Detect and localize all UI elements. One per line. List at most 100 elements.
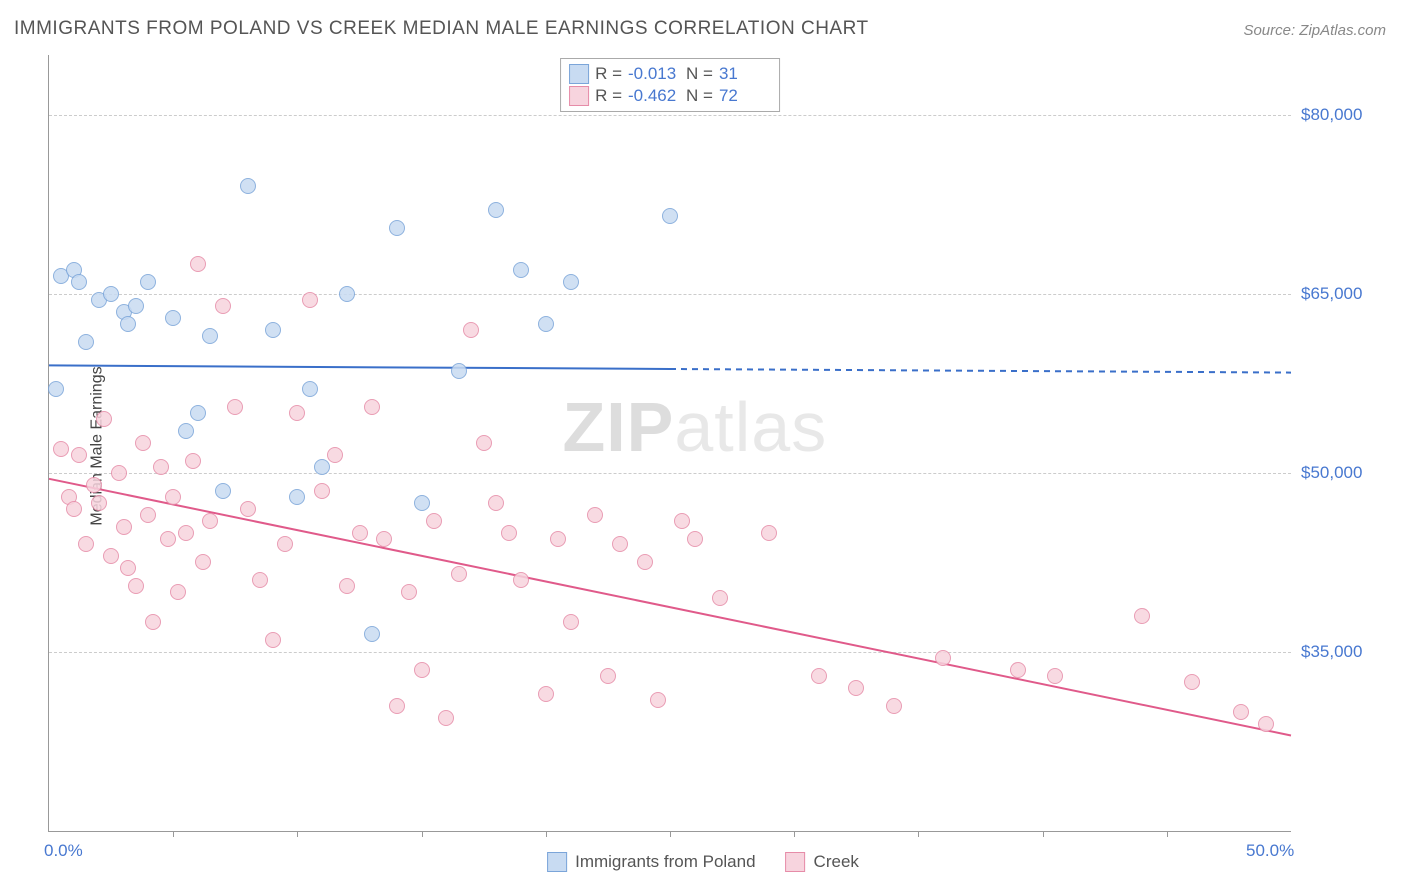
scatter-point [886,698,902,714]
scatter-point [71,274,87,290]
y-tick-label: $35,000 [1301,642,1391,662]
scatter-point [488,202,504,218]
x-minor-tick [297,831,298,837]
scatter-point [128,578,144,594]
scatter-point [153,459,169,475]
scatter-point [227,399,243,415]
scatter-points [49,55,1291,831]
legend-swatch-creek [569,86,589,106]
scatter-point [140,507,156,523]
legend-swatch-poland [569,64,589,84]
chart-title: IMMIGRANTS FROM POLAND VS CREEK MEDIAN M… [14,18,869,40]
legend-label-poland: Immigrants from Poland [575,852,755,872]
scatter-point [414,662,430,678]
scatter-point [650,692,666,708]
scatter-point [178,423,194,439]
scatter-point [389,220,405,236]
scatter-point [48,381,64,397]
chart-plot-area: ZIPatlas $35,000$50,000$65,000$80,000 0.… [48,55,1291,832]
x-minor-tick [794,831,795,837]
scatter-point [811,668,827,684]
scatter-point [145,614,161,630]
scatter-point [712,590,728,606]
scatter-point [538,316,554,332]
scatter-point [426,513,442,529]
scatter-point [71,447,87,463]
y-tick-label: $50,000 [1301,463,1391,483]
scatter-point [451,566,467,582]
x-minor-tick [918,831,919,837]
scatter-point [195,554,211,570]
x-minor-tick [1043,831,1044,837]
scatter-point [364,626,380,642]
x-minor-tick [422,831,423,837]
scatter-point [488,495,504,511]
scatter-point [587,507,603,523]
scatter-point [116,519,132,535]
scatter-point [612,536,628,552]
scatter-point [438,710,454,726]
legend-stats-row-2: R = -0.462 N = 72 [569,85,771,107]
x-minor-tick [670,831,671,837]
scatter-point [314,483,330,499]
scatter-point [302,381,318,397]
scatter-point [165,310,181,326]
scatter-point [501,525,517,541]
scatter-point [240,501,256,517]
scatter-point [252,572,268,588]
scatter-point [935,650,951,666]
scatter-point [277,536,293,552]
scatter-point [140,274,156,290]
scatter-point [1047,668,1063,684]
scatter-point [103,286,119,302]
scatter-point [120,560,136,576]
x-minor-tick [1167,831,1168,837]
source-attribution: Source: ZipAtlas.com [1243,22,1386,39]
scatter-point [120,316,136,332]
scatter-point [53,441,69,457]
scatter-point [265,322,281,338]
scatter-point [662,208,678,224]
scatter-point [91,495,107,511]
scatter-point [848,680,864,696]
scatter-point [66,501,82,517]
scatter-point [103,548,119,564]
scatter-point [389,698,405,714]
bottom-legend: Immigrants from Poland Creek [547,852,859,872]
scatter-point [538,686,554,702]
scatter-point [202,328,218,344]
scatter-point [674,513,690,529]
scatter-point [339,578,355,594]
legend-item-creek: Creek [786,852,859,872]
scatter-point [550,531,566,547]
scatter-point [178,525,194,541]
scatter-point [240,178,256,194]
scatter-point [289,489,305,505]
x-minor-tick [546,831,547,837]
scatter-point [1010,662,1026,678]
scatter-point [401,584,417,600]
scatter-point [190,405,206,421]
scatter-point [563,614,579,630]
scatter-point [202,513,218,529]
scatter-point [1258,716,1274,732]
scatter-point [160,531,176,547]
legend-item-poland: Immigrants from Poland [547,852,755,872]
scatter-point [128,298,144,314]
scatter-point [111,465,127,481]
legend-label-creek: Creek [814,852,859,872]
scatter-point [165,489,181,505]
scatter-point [289,405,305,421]
scatter-point [513,262,529,278]
scatter-point [215,298,231,314]
scatter-point [637,554,653,570]
scatter-point [451,363,467,379]
legend-stats-row-1: R = -0.013 N = 31 [569,63,771,85]
scatter-point [215,483,231,499]
scatter-point [414,495,430,511]
scatter-point [1233,704,1249,720]
scatter-point [78,334,94,350]
legend-stats-box: R = -0.013 N = 31 R = -0.462 N = 72 [560,58,780,112]
scatter-point [761,525,777,541]
y-tick-label: $80,000 [1301,105,1391,125]
